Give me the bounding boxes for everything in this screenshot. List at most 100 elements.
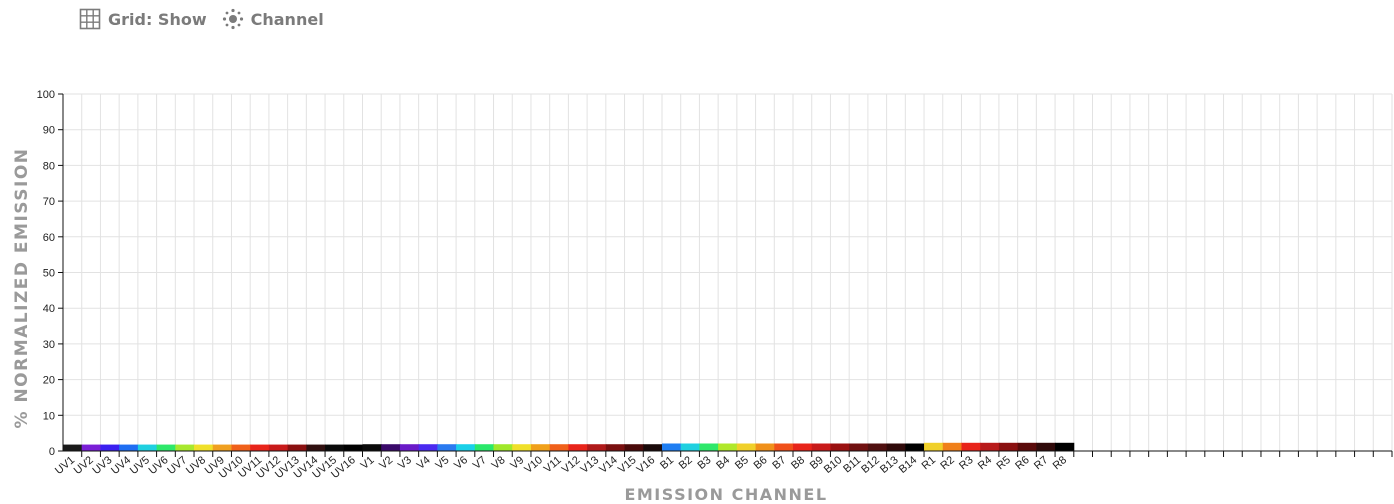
y-tick-label: 0: [49, 446, 55, 458]
axes: 0102030405060708090100UV1UV2UV3UV4UV5UV6…: [37, 89, 1393, 481]
bar: [774, 443, 794, 451]
grid-toggle-label: Grid: Show: [108, 9, 207, 29]
x-axis-label: EMISSION CHANNEL: [624, 485, 827, 504]
bar: [362, 444, 382, 451]
bar: [605, 444, 626, 451]
x-tick-label: V16: [635, 454, 658, 476]
bar: [942, 442, 962, 451]
y-tick-label: 40: [43, 303, 55, 315]
x-tick-label: V3: [396, 454, 414, 472]
bar: [399, 444, 420, 451]
grid-lines: [62, 93, 1393, 452]
y-tick-label: 20: [43, 375, 55, 387]
x-tick-label: B2: [677, 454, 695, 472]
bar: [1017, 442, 1037, 451]
grid-icon: [78, 7, 102, 31]
bar: [512, 444, 532, 451]
x-tick-label: B11: [841, 454, 863, 475]
channel-label: Channel: [250, 9, 324, 29]
bar: [381, 444, 401, 451]
x-tick-label: R7: [1032, 454, 1050, 472]
bar: [268, 444, 289, 451]
y-tick-label: 70: [43, 196, 55, 208]
x-tick-label: R1: [920, 454, 938, 472]
bars: [63, 442, 1075, 451]
bar: [250, 444, 270, 451]
bar: [643, 444, 663, 451]
y-tick-label: 100: [37, 89, 55, 101]
bar: [493, 444, 513, 451]
bar: [755, 443, 775, 451]
chart-toolbar: Grid: Show Channel: [78, 6, 324, 32]
bar: [980, 442, 1000, 451]
bar: [961, 442, 981, 451]
bar: [736, 443, 757, 451]
bar: [63, 444, 83, 451]
x-tick-label: R8: [1051, 454, 1069, 472]
bar: [924, 442, 944, 451]
bar: [194, 444, 214, 451]
x-tick-label: B1: [658, 454, 676, 472]
bar: [661, 443, 682, 451]
bar: [343, 444, 363, 451]
bar: [175, 444, 195, 451]
bar: [718, 443, 738, 451]
x-tick-label: B14: [897, 454, 920, 476]
x-tick-label: B5: [733, 454, 751, 472]
x-tick-label: V8: [490, 454, 508, 472]
x-tick-label: V5: [433, 454, 451, 472]
grid-toggle-button[interactable]: Grid: Show: [78, 7, 207, 31]
y-tick-label: 30: [43, 339, 55, 351]
x-tick-label: V7: [471, 454, 489, 472]
x-tick-label: V6: [452, 454, 470, 472]
x-tick-label: B3: [695, 454, 713, 472]
bar: [886, 443, 906, 451]
x-tick-label: B7: [770, 454, 788, 472]
bar: [830, 443, 850, 451]
bar: [325, 444, 345, 451]
y-tick-label: 10: [43, 410, 55, 422]
bar: [849, 443, 869, 451]
y-axis-label: % NORMALIZED EMISSION: [12, 147, 32, 428]
bar: [287, 444, 307, 451]
bar: [568, 444, 588, 451]
x-tick-label: V4: [415, 454, 433, 472]
sun-dots-icon: [221, 7, 245, 31]
x-tick-label: B6: [752, 454, 770, 472]
bar: [231, 444, 251, 451]
bar: [156, 444, 176, 451]
channel-button[interactable]: Channel: [221, 7, 324, 31]
bar: [137, 444, 158, 451]
bar: [212, 444, 232, 451]
bar: [549, 444, 569, 451]
bar: [418, 444, 438, 451]
x-tick-label: B4: [714, 454, 732, 472]
x-tick-label: V2: [377, 454, 395, 472]
x-tick-label: R3: [957, 454, 975, 472]
x-tick-label: R5: [995, 454, 1013, 472]
x-tick-label: R2: [938, 454, 956, 472]
bar: [100, 444, 120, 451]
bar: [437, 444, 457, 451]
bar: [81, 444, 101, 451]
x-tick-label: R6: [1013, 454, 1031, 472]
bar: [474, 444, 495, 451]
y-tick-label: 60: [43, 232, 55, 244]
bar: [306, 444, 326, 451]
bar: [793, 443, 813, 451]
bar: [624, 444, 644, 451]
bar: [699, 443, 719, 451]
bar: [998, 442, 1019, 451]
x-tick-label: V1: [359, 454, 377, 472]
x-tick-label: V11: [542, 454, 564, 475]
bar: [1055, 442, 1075, 451]
bar: [905, 443, 925, 451]
bar: [867, 443, 888, 451]
bar: [587, 444, 607, 451]
bar: [811, 443, 831, 451]
x-tick-label: B8: [789, 454, 807, 472]
y-tick-label: 90: [43, 125, 55, 137]
x-tick-label: R4: [976, 454, 994, 472]
bar: [456, 444, 476, 451]
